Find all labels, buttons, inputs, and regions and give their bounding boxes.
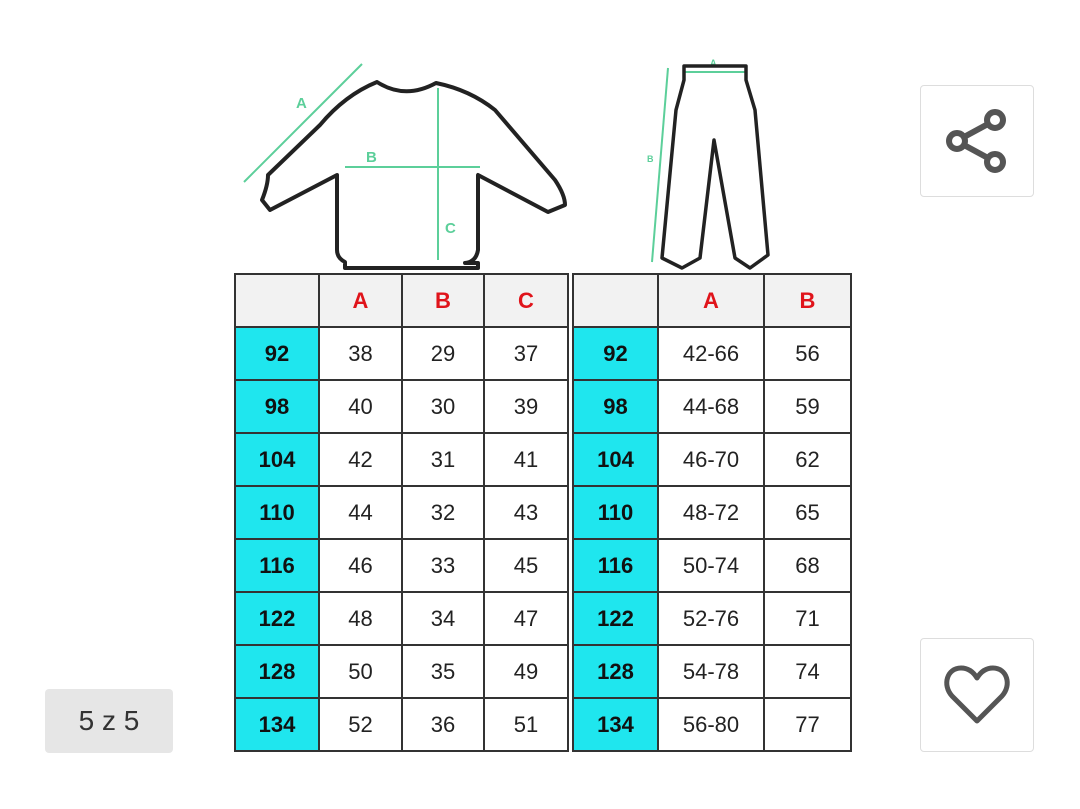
table-row: 110 48-72 65 bbox=[572, 485, 852, 540]
heart-icon bbox=[944, 665, 1010, 724]
table-row: 122 48 34 47 bbox=[234, 591, 569, 646]
header-cell bbox=[234, 273, 320, 328]
pants-size-table: A B 92 42-66 56 98 44-68 59 104 46-70 62 110 48-72… bbox=[572, 273, 852, 752]
value-cell: 32 bbox=[401, 485, 485, 540]
value-cell: 52 bbox=[318, 697, 403, 752]
value-cell: 65 bbox=[763, 485, 852, 540]
size-cell: 104 bbox=[572, 432, 659, 487]
share-icon bbox=[946, 109, 1006, 173]
table-row: 134 52 36 51 bbox=[234, 697, 569, 752]
table-row: 116 46 33 45 bbox=[234, 538, 569, 593]
value-cell: 42 bbox=[318, 432, 403, 487]
size-cell: 128 bbox=[572, 644, 659, 699]
size-cell: 116 bbox=[234, 538, 320, 593]
value-cell: 31 bbox=[401, 432, 485, 487]
label-B: B bbox=[366, 149, 377, 166]
value-cell: 54-78 bbox=[657, 644, 765, 699]
size-cell: 134 bbox=[234, 697, 320, 752]
value-cell: 62 bbox=[763, 432, 852, 487]
value-cell: 51 bbox=[483, 697, 569, 752]
share-button[interactable] bbox=[920, 85, 1034, 197]
image-counter: 5 z 5 bbox=[45, 689, 173, 753]
value-cell: 49 bbox=[483, 644, 569, 699]
table-row: 128 50 35 49 bbox=[234, 644, 569, 699]
value-cell: 35 bbox=[401, 644, 485, 699]
value-cell: 36 bbox=[401, 697, 485, 752]
value-cell: 46 bbox=[318, 538, 403, 593]
value-cell: 74 bbox=[763, 644, 852, 699]
value-cell: 50 bbox=[318, 644, 403, 699]
table-row: 104 46-70 62 bbox=[572, 432, 852, 487]
value-cell: 33 bbox=[401, 538, 485, 593]
value-cell: 56 bbox=[763, 326, 852, 381]
favorite-button[interactable] bbox=[920, 638, 1034, 752]
size-cell: 122 bbox=[234, 591, 320, 646]
table-row: 92 42-66 56 bbox=[572, 326, 852, 381]
table-row: 116 50-74 68 bbox=[572, 538, 852, 593]
value-cell: 50-74 bbox=[657, 538, 765, 593]
table-row: 134 56-80 77 bbox=[572, 697, 852, 752]
table-row: 98 44-68 59 bbox=[572, 379, 852, 434]
value-cell: 45 bbox=[483, 538, 569, 593]
size-cell: 116 bbox=[572, 538, 659, 593]
svg-text:A: A bbox=[710, 58, 717, 68]
size-cell: 128 bbox=[234, 644, 320, 699]
top-size-table: A B C 92 38 29 37 98 40 30 39 104 42 31 41 110 44 32 43… bbox=[234, 273, 569, 752]
value-cell: 44-68 bbox=[657, 379, 765, 434]
size-cell: 104 bbox=[234, 432, 320, 487]
header-cell bbox=[572, 273, 659, 328]
table-row: 104 42 31 41 bbox=[234, 432, 569, 487]
header-cell: A bbox=[657, 273, 765, 328]
value-cell: 59 bbox=[763, 379, 852, 434]
table-row: 122 52-76 71 bbox=[572, 591, 852, 646]
header-cell: B bbox=[401, 273, 485, 328]
size-cell: 92 bbox=[572, 326, 659, 381]
sweatshirt-drawing bbox=[260, 80, 567, 270]
value-cell: 68 bbox=[763, 538, 852, 593]
value-cell: 48 bbox=[318, 591, 403, 646]
table-row: 98 40 30 39 bbox=[234, 379, 569, 434]
value-cell: 48-72 bbox=[657, 485, 765, 540]
size-cell: 134 bbox=[572, 697, 659, 752]
size-cell: 92 bbox=[234, 326, 320, 381]
header-cell: C bbox=[483, 273, 569, 328]
size-cell: 110 bbox=[234, 485, 320, 540]
value-cell: 56-80 bbox=[657, 697, 765, 752]
table-row: 128 54-78 74 bbox=[572, 644, 852, 699]
value-cell: 77 bbox=[763, 697, 852, 752]
header-cell: A bbox=[318, 273, 403, 328]
value-cell: 34 bbox=[401, 591, 485, 646]
value-cell: 42-66 bbox=[657, 326, 765, 381]
svg-text:B: B bbox=[647, 154, 654, 164]
value-cell: 41 bbox=[483, 432, 569, 487]
value-cell: 46-70 bbox=[657, 432, 765, 487]
value-cell: 52-76 bbox=[657, 591, 765, 646]
value-cell: 30 bbox=[401, 379, 485, 434]
value-cell: 29 bbox=[401, 326, 485, 381]
label-C: C bbox=[445, 220, 456, 237]
value-cell: 47 bbox=[483, 591, 569, 646]
size-cell: 122 bbox=[572, 591, 659, 646]
header-cell: B bbox=[763, 273, 852, 328]
table-row: 92 38 29 37 bbox=[234, 326, 569, 381]
value-cell: 43 bbox=[483, 485, 569, 540]
size-cell: 110 bbox=[572, 485, 659, 540]
value-cell: 39 bbox=[483, 379, 569, 434]
value-cell: 71 bbox=[763, 591, 852, 646]
table-row: 110 44 32 43 bbox=[234, 485, 569, 540]
size-cell: 98 bbox=[572, 379, 659, 434]
value-cell: 40 bbox=[318, 379, 403, 434]
value-cell: 44 bbox=[318, 485, 403, 540]
value-cell: 38 bbox=[318, 326, 403, 381]
label-A: A bbox=[296, 95, 307, 112]
value-cell: 37 bbox=[483, 326, 569, 381]
size-cell: 98 bbox=[234, 379, 320, 434]
pants-drawing bbox=[660, 64, 770, 270]
